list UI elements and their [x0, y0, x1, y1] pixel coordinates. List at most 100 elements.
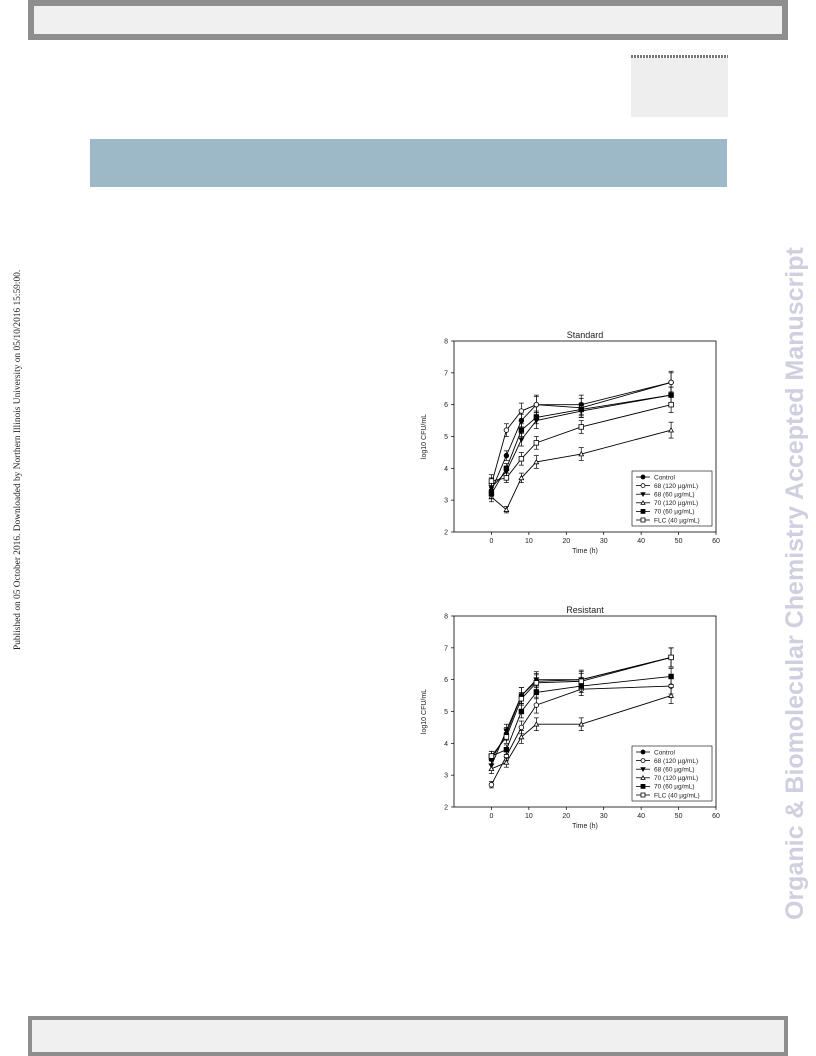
legend-marker [640, 508, 646, 514]
y-axis-label: log10 CFU/mL [421, 689, 428, 734]
legend-marker [640, 792, 646, 798]
data-point [488, 782, 495, 788]
data-point [668, 401, 674, 408]
legend-label: Control [654, 474, 676, 481]
legend-box [631, 745, 713, 802]
y-tick-label: 3 [444, 773, 448, 780]
data-point [518, 733, 525, 740]
x-tick-label: 40 [637, 538, 645, 545]
x-axis-label: Time (h) [572, 823, 598, 830]
legend-marker [640, 774, 646, 780]
data-point [578, 424, 584, 430]
watermark-text: Organic & Biomolecular Chemistry Accepte… [781, 247, 809, 920]
data-point [518, 437, 525, 443]
chart-standard: Standard 2 3 4 5 6 7 8 0 10 20 30 40 50 60 Time (h) log1… [414, 328, 728, 560]
legend-label: FLC (40 µg/mL) [654, 517, 700, 524]
data-point [533, 440, 540, 446]
x-tick-label: 20 [562, 538, 570, 545]
y-tick-label: 8 [444, 614, 448, 621]
y-tick-label: 6 [444, 677, 448, 684]
x-tick-label: 50 [675, 813, 683, 820]
y-tick-label: 7 [444, 645, 448, 652]
legend-label: 68 (60 µg/mL) [654, 492, 695, 499]
y-axis-label: log10 CFU/mL [421, 414, 428, 459]
legend-label: 68 (120 µg/mL) [654, 483, 698, 490]
y-tick-label: 7 [444, 370, 448, 377]
publication-notice: Published on 05 October 2016. Downloaded… [13, 210, 27, 650]
legend-marker [640, 517, 646, 523]
legend-box [631, 470, 713, 527]
data-point [518, 724, 525, 731]
legend-label: 68 (120 µg/mL) [654, 758, 698, 765]
accepted-manuscript-watermark: Organic & Biomolecular Chemistry Accepte… [781, 130, 811, 920]
x-tick-label: 60 [712, 813, 720, 820]
title-band [90, 139, 727, 187]
data-point [533, 702, 540, 708]
data-point [503, 759, 510, 765]
y-tick-label: 6 [444, 402, 448, 409]
series-line [491, 656, 672, 757]
legend-marker [640, 783, 646, 789]
legend-label: 70 (60 µg/mL) [654, 509, 695, 516]
x-tick-label: 0 [489, 813, 493, 820]
data-point [668, 654, 674, 661]
data-point [668, 692, 675, 698]
x-tick-label: 60 [712, 538, 720, 545]
x-tick-label: 10 [525, 813, 533, 820]
data-point [578, 678, 584, 684]
x-tick-label: 30 [600, 538, 608, 545]
x-tick-label: 40 [637, 813, 645, 820]
data-point [488, 491, 495, 497]
y-tick-label: 4 [444, 466, 448, 473]
chart-resistant: Resistant 2 3 4 5 6 7 8 0 10 20 30 40 50 60 Time (h) log… [414, 603, 728, 835]
legend-label: FLC (40 µg/mL) [654, 792, 700, 799]
data-point [668, 379, 674, 386]
series-line [490, 381, 672, 485]
bottom-footer-bar [28, 1016, 788, 1056]
y-tick-label: 2 [444, 530, 448, 537]
journal-logo-placeholder [631, 55, 728, 117]
legend-marker [640, 499, 646, 505]
data-point [488, 478, 495, 484]
x-axis-label: Time (h) [572, 548, 598, 555]
data-point [533, 401, 540, 408]
data-point [518, 696, 525, 702]
data-point [668, 673, 674, 680]
y-tick-label: 3 [444, 498, 448, 505]
data-point [488, 765, 495, 772]
data-point [578, 406, 584, 413]
top-header-bar [28, 0, 788, 40]
legend-marker [640, 483, 646, 489]
series-line [491, 429, 672, 511]
legend-label: 70 (120 µg/mL) [654, 775, 698, 782]
y-tick-label: 2 [444, 805, 448, 812]
legend-marker [640, 749, 646, 755]
legend-label: 68 (60 µg/mL) [654, 767, 695, 774]
chart-title: Resistant [566, 605, 604, 615]
x-tick-label: 0 [489, 538, 493, 545]
legend-marker [640, 474, 646, 480]
legend-marker [640, 767, 646, 773]
x-tick-label: 50 [675, 538, 683, 545]
data-point [518, 408, 525, 414]
series-line [491, 394, 672, 495]
logo-stripe [631, 55, 728, 58]
data-point [578, 721, 585, 727]
x-tick-label: 30 [600, 813, 608, 820]
data-point [533, 680, 540, 686]
chart-title: Standard [567, 330, 604, 340]
data-point [518, 474, 525, 481]
data-point [488, 753, 495, 759]
data-point [503, 452, 510, 459]
data-point [503, 475, 510, 481]
data-point [503, 465, 510, 472]
legend-marker [640, 492, 646, 498]
series-line [491, 381, 672, 491]
data-point [518, 427, 525, 433]
data-point [503, 427, 510, 433]
x-tick-label: 10 [525, 538, 533, 545]
y-tick-label: 5 [444, 434, 448, 441]
data-point [533, 458, 540, 465]
series-line [491, 695, 672, 770]
data-point [503, 506, 510, 512]
